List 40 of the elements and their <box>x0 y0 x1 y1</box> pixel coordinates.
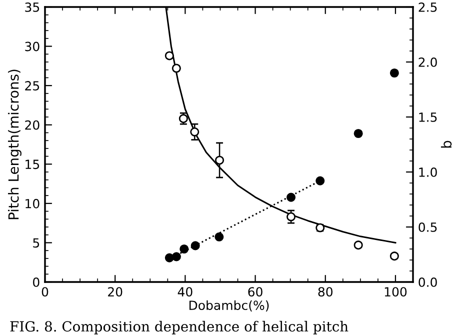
point <box>286 212 296 222</box>
point <box>354 240 363 250</box>
point <box>180 244 189 254</box>
point <box>190 241 200 250</box>
point <box>164 51 174 60</box>
x-tick-label: 60 <box>248 287 262 297</box>
x-axis-title: Dobambc(%) <box>189 300 269 312</box>
point <box>190 127 200 136</box>
point <box>178 114 188 124</box>
x-tick-label: 0 <box>42 287 48 297</box>
point <box>354 128 363 138</box>
point <box>286 192 296 202</box>
y2-tick-label: 0.0 <box>418 277 437 287</box>
x-tick-label: 40 <box>178 287 192 297</box>
y-tick-label: 10 <box>26 198 40 208</box>
point <box>172 252 181 262</box>
y-tick-label: 20 <box>25 120 40 130</box>
y2-tick-label: 0.5 <box>418 222 437 232</box>
y2-tick-label: 2.0 <box>418 57 437 67</box>
y-tick-label: 0 <box>33 277 40 287</box>
y2-tick-label: 1.5 <box>419 112 437 122</box>
point <box>390 68 399 78</box>
y-tick-label: 15 <box>26 160 40 170</box>
y-tick-label: 25 <box>25 81 40 90</box>
point <box>316 176 325 186</box>
point <box>215 156 224 165</box>
x-tick-label: 100 <box>384 287 407 297</box>
y2-axis-title: q <box>440 140 452 148</box>
y-axis-title: Pitch Length(microns) <box>8 70 22 220</box>
y2-tick-label: 1.0 <box>419 167 437 177</box>
y-tick-label: 30 <box>25 42 40 52</box>
point <box>390 252 399 261</box>
y2-tick-label: 2.5 <box>418 2 437 12</box>
point <box>172 64 181 73</box>
caption: FIG. 8. Composition dependence of helical pitch <box>10 320 348 334</box>
y-tick-label: 35 <box>25 2 40 12</box>
x-tick-label: 20 <box>108 287 122 297</box>
point <box>214 232 224 242</box>
x-tick-label: 80 <box>318 287 333 297</box>
y-tick-label: 5 <box>33 238 40 248</box>
